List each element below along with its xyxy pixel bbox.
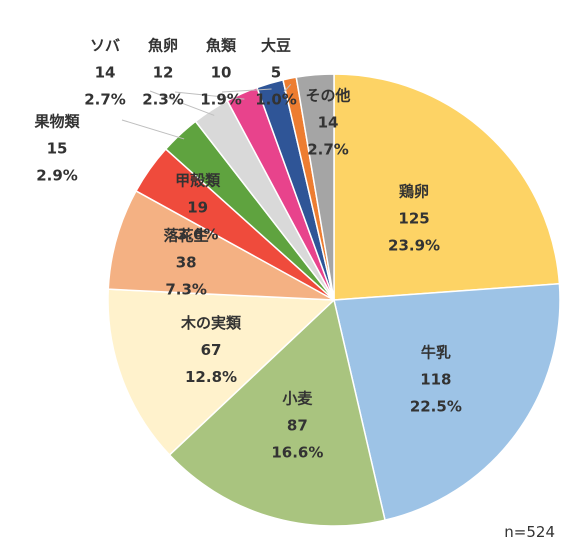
leader-line-7 (121, 119, 185, 140)
pie-slice-5 (107, 189, 335, 301)
slice-label-9: 魚卵 (148, 37, 178, 55)
slice-value-9: 12 (153, 64, 174, 82)
pie-slice-1 (333, 73, 561, 301)
slice-label-4: 木の実類 (180, 314, 242, 332)
slice-label-7: 果物類 (33, 113, 80, 131)
slice-percent-2: 22.5% (410, 398, 462, 416)
slice-value-4: 67 (201, 341, 222, 359)
pie-slice-12 (295, 73, 335, 301)
slice-label-12: その他 (305, 87, 350, 105)
slice-label-10: 魚類 (206, 37, 237, 55)
slice-label-6: 甲殻類 (175, 172, 221, 190)
leader-line-10 (221, 88, 272, 93)
slice-value-6: 19 (187, 199, 208, 217)
slice-label-1: 鶏卵 (399, 182, 429, 200)
leader-line-11 (283, 83, 292, 93)
slice-percent-6: 3.6% (177, 226, 219, 244)
slice-percent-3: 16.6% (271, 444, 323, 462)
slice-value-3: 87 (287, 417, 308, 435)
slice-label-11: 大豆 (261, 37, 291, 55)
slice-percent-11: 1.0% (255, 91, 297, 109)
sample-size-label: n=524 (504, 523, 555, 541)
slice-percent-7: 2.9% (36, 167, 78, 185)
slice-label-8: ソバ (90, 37, 120, 55)
slice-percent-5: 7.3% (165, 281, 207, 299)
slice-percent-12: 2.7% (307, 141, 349, 159)
slice-value-12: 14 (318, 114, 339, 132)
slice-label-3: 小麦 (282, 390, 313, 408)
slice-value-11: 5 (271, 64, 281, 82)
slice-percent-8: 2.7% (84, 91, 126, 109)
slice-value-2: 118 (420, 371, 451, 389)
slice-value-1: 125 (398, 209, 429, 227)
slice-percent-4: 12.8% (185, 368, 237, 386)
slice-percent-9: 2.3% (142, 91, 184, 109)
slice-value-10: 10 (211, 64, 232, 82)
pie-slice-2 (333, 282, 561, 522)
pie-slice-3 (168, 298, 386, 527)
leader-line-8 (149, 90, 215, 116)
slice-value-8: 14 (95, 64, 116, 82)
slice-value-7: 15 (47, 140, 68, 158)
slice-label-5: 落花生 (164, 227, 209, 245)
pie-slice-4 (107, 288, 336, 457)
leader-line-9 (174, 91, 245, 100)
slice-label-2: 牛乳 (421, 344, 451, 362)
slice-percent-1: 23.9% (388, 236, 440, 254)
slice-percent-10: 1.9% (200, 91, 242, 109)
slice-value-5: 38 (176, 254, 197, 272)
